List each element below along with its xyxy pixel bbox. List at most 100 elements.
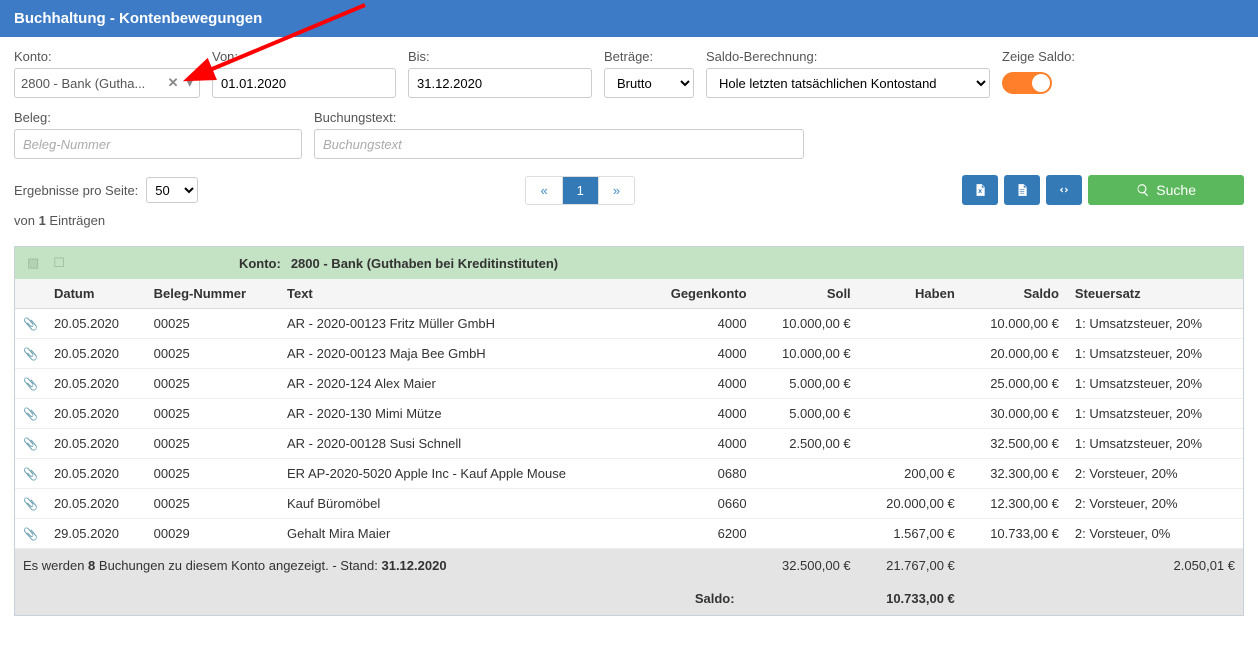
cell-beleg: 00025 (146, 489, 279, 519)
cell-saldo: 32.300,00 € (963, 459, 1067, 489)
sum-soll: 32.500,00 € (755, 549, 859, 583)
per-page-select[interactable]: 50 (146, 177, 198, 203)
col-attach (15, 279, 46, 309)
bis-label: Bis: (408, 49, 592, 64)
table-row[interactable]: 📎29.05.202000029Gehalt Mira Maier62001.5… (15, 519, 1243, 549)
sum-haben: 21.767,00 € (859, 549, 963, 583)
page-title: Buchhaltung - Kontenbewegungen (0, 0, 1258, 37)
cell-datum: 20.05.2020 (46, 399, 146, 429)
export-pdf-button[interactable] (1004, 175, 1040, 205)
cell-saldo: 20.000,00 € (963, 339, 1067, 369)
cell-soll (755, 459, 859, 489)
saldo-value: 10.733,00 € (755, 582, 963, 615)
cell-text: AR - 2020-124 Alex Maier (279, 369, 642, 399)
cell-soll: 10.000,00 € (755, 309, 859, 339)
attachment-icon[interactable]: 📎 (15, 459, 46, 489)
attachment-icon[interactable]: 📎 (15, 399, 46, 429)
saldo-berechnung-label: Saldo-Berechnung: (706, 49, 990, 64)
attachment-icon[interactable]: 📎 (15, 489, 46, 519)
cell-soll: 5.000,00 € (755, 369, 859, 399)
col-gegenkonto[interactable]: Gegenkonto (642, 279, 755, 309)
buchungstext-input[interactable] (314, 129, 804, 159)
buchungstext-label: Buchungstext: (314, 110, 804, 125)
table-row[interactable]: 📎20.05.202000025ER AP-2020-5020 Apple In… (15, 459, 1243, 489)
cell-beleg: 00025 (146, 309, 279, 339)
col-text[interactable]: Text (279, 279, 642, 309)
chevron-down-icon[interactable]: ▾ (182, 75, 193, 91)
table-row[interactable]: 📎20.05.202000025AR - 2020-124 Alex Maier… (15, 369, 1243, 399)
table-row[interactable]: 📎20.05.202000025Kauf Büromöbel0660 20.000… (15, 489, 1243, 519)
beleg-label: Beleg: (14, 110, 302, 125)
table-row[interactable]: 📎20.05.202000025AR - 2020-00128 Susi Sch… (15, 429, 1243, 459)
beleg-input[interactable] (14, 129, 302, 159)
cell-text: AR - 2020-00123 Maja Bee GmbH (279, 339, 642, 369)
checkbox-icon[interactable]: ☐ (53, 255, 65, 271)
cell-saldo: 12.300,00 € (963, 489, 1067, 519)
search-icon (1136, 183, 1150, 197)
table-row[interactable]: 📎20.05.202000025AR - 2020-130 Mimi Mütze… (15, 399, 1243, 429)
zeige-saldo-toggle[interactable]: ✔ (1002, 72, 1052, 94)
cell-gegenkonto: 4000 (642, 429, 755, 459)
cell-text: Kauf Büromöbel (279, 489, 642, 519)
cell-steuer: 1: Umsatzsteuer, 20% (1067, 399, 1243, 429)
cell-beleg: 00025 (146, 369, 279, 399)
sum-right: 2.050,01 € (1067, 549, 1243, 583)
attachment-icon[interactable]: 📎 (15, 339, 46, 369)
col-saldo[interactable]: Saldo (963, 279, 1067, 309)
saldo-berechnung-select[interactable]: Hole letzten tatsächlichen Kontostand (706, 68, 990, 98)
cell-haben: 20.000,00 € (859, 489, 963, 519)
cell-gegenkonto: 4000 (642, 369, 755, 399)
attachment-icon[interactable]: 📎 (15, 369, 46, 399)
saldo-label: Saldo: (15, 582, 755, 615)
betraege-select[interactable]: Brutto (604, 68, 694, 98)
search-button-label: Suche (1156, 182, 1196, 198)
search-button[interactable]: Suche (1088, 175, 1244, 205)
cell-steuer: 2: Vorsteuer, 0% (1067, 519, 1243, 549)
pager-page-1[interactable]: 1 (563, 177, 599, 204)
pager-next[interactable]: » (599, 177, 634, 204)
export-xls-button[interactable] (962, 175, 998, 205)
col-haben[interactable]: Haben (859, 279, 963, 309)
konto-clear-icon[interactable]: ✕ (164, 75, 183, 91)
cell-gegenkonto: 4000 (642, 339, 755, 369)
cell-gegenkonto: 4000 (642, 399, 755, 429)
attachment-icon[interactable]: 📎 (15, 519, 46, 549)
konto-value: 2800 - Bank (Gutha... (21, 76, 164, 91)
bis-input[interactable] (408, 68, 592, 98)
cell-haben (859, 429, 963, 459)
col-steuer[interactable]: Steuersatz (1067, 279, 1243, 309)
attachment-icon[interactable]: 📎 (15, 429, 46, 459)
export-code-button[interactable] (1046, 175, 1082, 205)
cell-haben (859, 399, 963, 429)
cell-beleg: 00025 (146, 429, 279, 459)
col-beleg[interactable]: Beleg-Nummer (146, 279, 279, 309)
attachment-icon[interactable]: 📎 (15, 309, 46, 339)
table-row[interactable]: 📎20.05.202000025AR - 2020-00123 Fritz Mü… (15, 309, 1243, 339)
cell-steuer: 1: Umsatzsteuer, 20% (1067, 369, 1243, 399)
cell-datum: 20.05.2020 (46, 369, 146, 399)
col-datum[interactable]: Datum (46, 279, 146, 309)
cell-gegenkonto: 0660 (642, 489, 755, 519)
konto-select[interactable]: 2800 - Bank (Gutha... ✕ ▾ (14, 68, 200, 98)
per-page-label: Ergebnisse pro Seite: (14, 183, 138, 198)
cell-saldo: 25.000,00 € (963, 369, 1067, 399)
cell-gegenkonto: 6200 (642, 519, 755, 549)
cell-datum: 20.05.2020 (46, 489, 146, 519)
betraege-label: Beträge: (604, 49, 694, 64)
cell-soll (755, 489, 859, 519)
von-input[interactable] (212, 68, 396, 98)
collapse-icon[interactable]: ▨ (27, 255, 39, 271)
toggle-knob (1032, 74, 1050, 92)
cell-datum: 20.05.2020 (46, 339, 146, 369)
cell-soll: 2.500,00 € (755, 429, 859, 459)
pager-prev[interactable]: « (526, 177, 562, 204)
table-row[interactable]: 📎20.05.202000025AR - 2020-00123 Maja Bee… (15, 339, 1243, 369)
cell-saldo: 30.000,00 € (963, 399, 1067, 429)
cell-beleg: 00025 (146, 459, 279, 489)
cell-steuer: 2: Vorsteuer, 20% (1067, 489, 1243, 519)
cell-steuer: 1: Umsatzsteuer, 20% (1067, 309, 1243, 339)
cell-saldo: 10.000,00 € (963, 309, 1067, 339)
cell-datum: 20.05.2020 (46, 429, 146, 459)
col-soll[interactable]: Soll (755, 279, 859, 309)
cell-gegenkonto: 4000 (642, 309, 755, 339)
